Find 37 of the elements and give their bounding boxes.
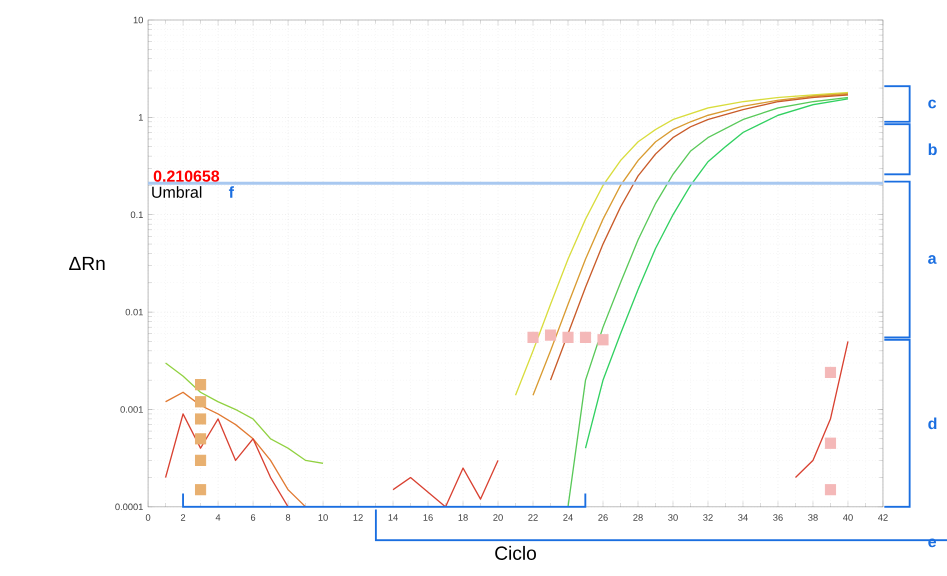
x-tick-label: 2 [180, 514, 186, 521]
x-tick-label: 22 [528, 514, 538, 521]
text: d [928, 417, 936, 430]
x-tick-label: 24 [563, 514, 573, 521]
y-tick-label: 0.1 [130, 211, 143, 218]
y-axis-title: ΔRn [69, 256, 105, 270]
text: a [928, 255, 937, 264]
y-tick-label: 10 [134, 16, 144, 24]
x-tick-label: 28 [633, 514, 643, 521]
ref-line-label: Umbral [152, 186, 202, 198]
x-tick-label: 14 [388, 514, 398, 521]
annotation: 0.210658 [154, 170, 220, 182]
x-axis-title: Ciclo [495, 546, 536, 560]
text: c [928, 100, 936, 108]
x-tick-label: 32 [703, 514, 713, 521]
x-tick-label: 42 [878, 514, 888, 521]
y-tick-label: 1 [138, 114, 143, 120]
x-tick-label: 36 [773, 514, 783, 521]
x-tick-label: 40 [843, 514, 853, 521]
x-tick-label: 12 [354, 514, 363, 521]
x-tick-label: 30 [668, 514, 678, 521]
x-tick-label: 16 [424, 514, 433, 521]
annotation: f [228, 186, 234, 198]
x-tick-label: 0 [146, 514, 150, 521]
y-tick-label: 0.0001 [115, 503, 143, 510]
y-tick-label: 0.001 [120, 406, 143, 413]
x-tick-label: 6 [250, 514, 256, 521]
x-tick-label: 8 [286, 514, 290, 521]
x-tick-label: 4 [216, 514, 220, 521]
x-tick-label: 18 [458, 514, 468, 521]
x-tick-label: 20 [493, 514, 503, 521]
text: b [928, 143, 937, 156]
x-tick-label: 34 [738, 514, 748, 521]
y-tick-label: 0.01 [126, 308, 143, 316]
x-tick-label: 38 [808, 514, 818, 521]
x-tick-label: 26 [598, 514, 608, 521]
x-tick-label: 10 [318, 514, 328, 521]
